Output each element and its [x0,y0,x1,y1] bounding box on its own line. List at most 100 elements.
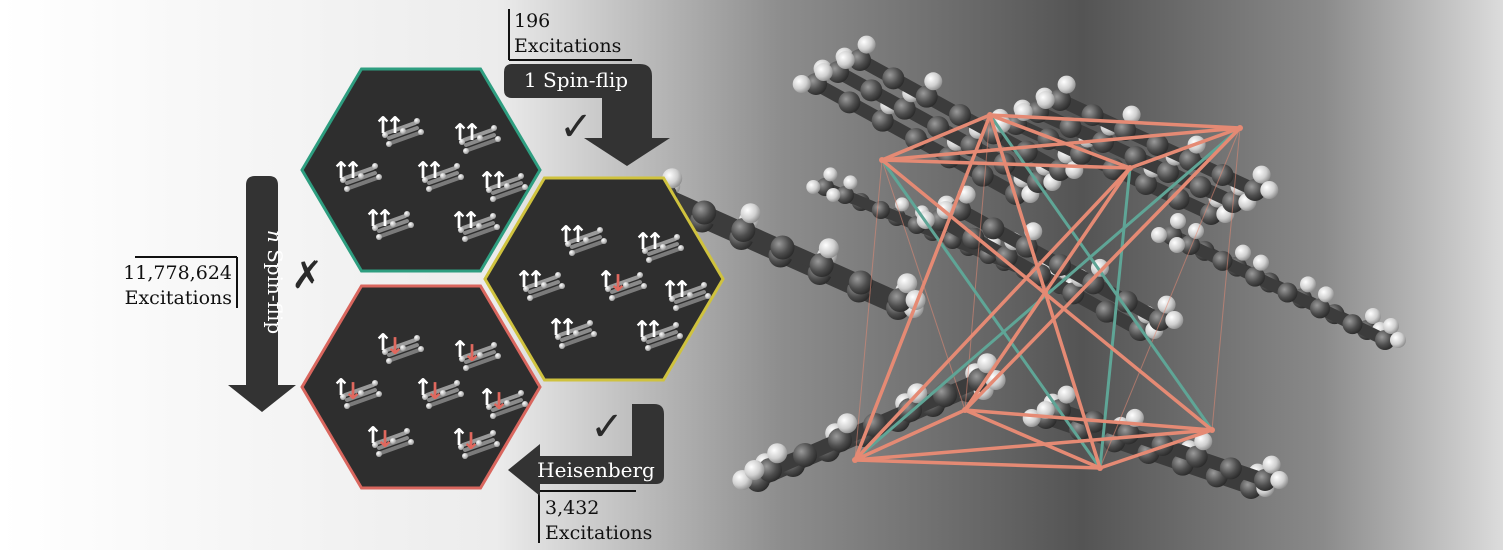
carbon-atom [1185,445,1208,468]
n-spin-flip-arrow-shape [228,176,296,412]
hydrogen-atom [740,203,761,224]
graph-node [1042,289,1048,295]
mini-molecule: ↑↓ [449,425,502,461]
hydrogen-atom [897,273,918,294]
mini-molecule: ↑↑ [373,113,426,149]
checkmark-top: ✓ [559,104,593,150]
hydrogen-atom [1151,227,1167,243]
mini-molecule: ↑↑ [477,168,530,204]
strong-coupling-edge [881,126,1241,162]
mini-molecule: ↑↓ [363,423,416,459]
spin-up-arrow: ↑ [363,423,382,449]
heisenberg-label: Heisenberg [537,458,655,482]
spin-down-arrow: ↓ [462,341,481,367]
spin-up-arrow: ↑ [672,277,691,303]
carbon-atom [731,218,756,242]
carbon-atom [1115,290,1138,313]
hexagon-all-spin-flip: ↑↓ ↑↓↑↓ ↑↓ ↑↓↑↓ ↑↓ [300,284,542,490]
weak-coupling-edge [1099,127,1241,469]
spin-up-arrow: ↑ [660,277,679,303]
carbon-atom [1114,119,1136,141]
hydrogen-atom [1318,286,1334,303]
spin-up-arrow: ↑ [645,229,664,255]
spin-down-arrow: ↓ [425,379,444,405]
carbon-atom [793,443,817,467]
spin-up-arrow: ↑ [449,425,468,451]
hexagon-ground-state: ↑↑ ↑↑↑↑ ↑↑ ↑↑↑↑ ↑↑ [300,67,542,273]
spin-up-arrow: ↑ [413,375,432,401]
mini-molecule: ↑↓ [477,385,530,421]
spin-up-arrow: ↑ [633,229,652,255]
carbon-atom [838,91,861,114]
mini-molecule: ↑↑ [556,222,609,258]
carbon-atom [1189,176,1212,198]
bottom-excitation-counter: 3,432 Excitations [538,490,652,544]
spin-up-arrow: ↑ [375,206,394,232]
carbon-atom [893,97,916,120]
strong-coupling-edge [881,113,991,162]
carbon-atom [995,245,1018,268]
spin-down-arrow: ↓ [461,429,480,455]
strong-coupling-edge [854,428,1213,462]
spin-down-arrow: ↓ [489,389,508,415]
checkmark-bottom: ✓ [590,404,624,450]
carbon-atom [1167,188,1190,210]
hydrogen-atom [792,75,811,93]
carbon-atom [1375,330,1395,350]
carbon-atom [1200,203,1222,225]
heisenberg-arrow: Heisenberg [508,404,664,496]
one-spin-flip-label: 1 Spin-flip [524,68,628,92]
strong-coupling-edge [989,113,1131,170]
left-excitation-counter: 11,778,624 Excitations [123,256,238,309]
carbon-atom [1342,314,1363,335]
weak-coupling-edge [854,159,883,461]
carbon-atom [982,217,1005,240]
carbon-atom [849,49,871,71]
spin-up-arrow: ↑ [477,168,496,194]
strong-coupling-edge [880,158,1214,432]
spin-up-arrow: ↑ [644,317,663,343]
carbon-atom [971,164,994,187]
carbon-atom [770,235,795,260]
spin-up-arrow: ↑ [373,330,392,356]
hydrogen-atom [1365,308,1381,324]
graph-node [1127,165,1133,171]
carbon-atom [949,104,971,126]
hydrogen-atom [857,35,876,54]
hydrogen-atom [1057,385,1076,404]
carbon-atom [1254,469,1276,491]
hydrogen-atom [823,167,838,182]
spin-up-arrow: ↑ [546,315,565,341]
carbon-atom [1180,235,1200,255]
spin-up-arrow: ↑ [568,222,587,248]
spin-up-arrow: ↑ [343,158,362,184]
spin-up-arrow: ↑ [363,206,382,232]
strong-coupling-edge [853,114,992,461]
mini-molecule: ↑↑ [514,267,567,303]
molecule-stack-right [1151,213,1406,350]
mini-molecule: ↑↓ [596,267,649,303]
carbon-atom [1062,282,1085,305]
hydrogen-atom [1390,332,1406,348]
strong-coupling-edge [854,458,1101,470]
coupling-graph [852,112,1243,471]
mini-molecule: ↑↑ [633,229,686,265]
spin-up-arrow: ↑ [425,158,444,184]
one-spin-flip-arrow: 1 Spin-flip [504,64,670,166]
spin-up-arrow: ↑ [477,385,496,411]
bottom-counter-number: 3,432 [545,497,599,519]
graph-node [962,407,968,413]
strong-coupling-edge [1129,126,1241,170]
spin-up-arrow: ↑ [413,158,432,184]
graph-node [1097,465,1103,471]
carbon-atom [882,67,905,90]
graph-node [987,112,993,118]
carbon-atom [1277,282,1298,303]
n-spin-flip-arrow: n Spin-flip [228,176,296,412]
hydrogen-atom [814,63,833,81]
mini-molecule: ↑↓ [450,337,503,373]
graph-node [852,457,858,463]
hydrogen-atom [1262,455,1281,474]
hydrogen-atom [826,188,841,202]
